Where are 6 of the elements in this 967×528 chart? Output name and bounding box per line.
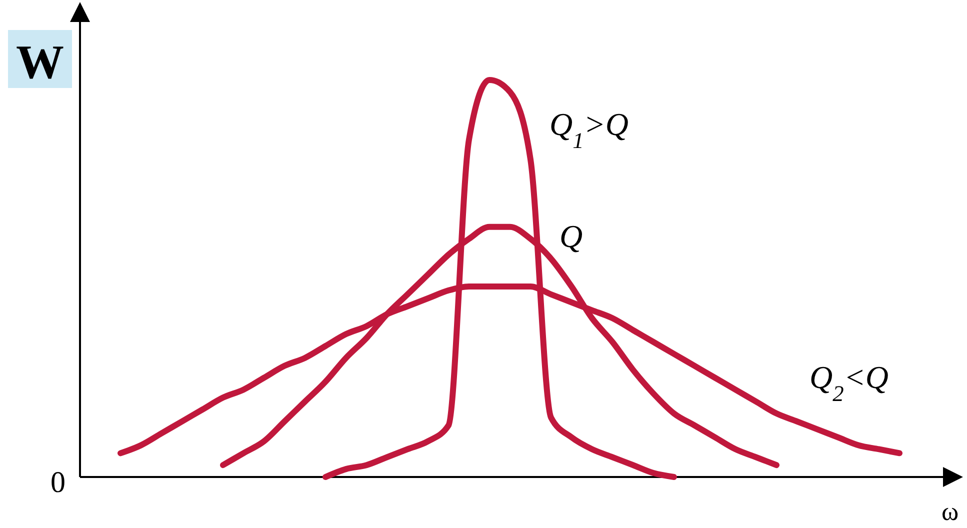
series-label: Q$_{2}$<Q bbox=[810, 359, 889, 406]
series-label: Q bbox=[560, 218, 583, 254]
series-label: Q$_{1}$>Q bbox=[550, 106, 629, 152]
x-axis-title: ω bbox=[941, 497, 959, 526]
y-axis-title: W bbox=[16, 36, 64, 89]
text: 0 bbox=[50, 466, 66, 499]
